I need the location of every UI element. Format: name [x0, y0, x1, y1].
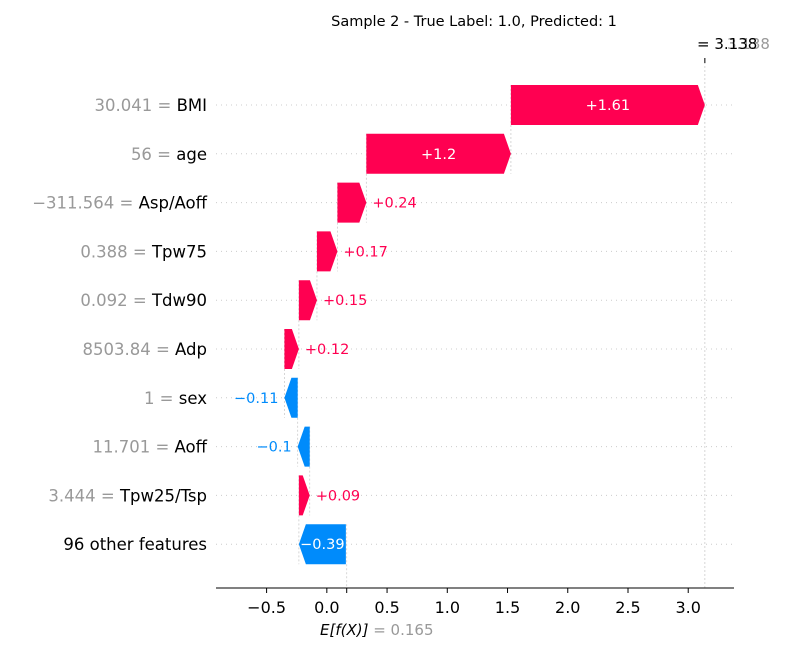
feature-name: sex [179, 389, 207, 408]
feature-name: Tpw75 [151, 242, 207, 261]
feature-label: 3.444 = Tpw25/Tsp [48, 486, 207, 505]
feature-name: Aoff [175, 438, 208, 457]
negative-bar [284, 377, 298, 418]
feature-label: 30.041 = BMI [95, 96, 207, 115]
x-tick-label: 1.0 [435, 598, 460, 617]
contribution-bars [284, 85, 705, 565]
feature-value: 1 = [144, 389, 179, 408]
contribution-label: +1.2 [421, 147, 456, 163]
contribution-label: +1.61 [586, 98, 630, 114]
feature-name: 96 other features [63, 535, 207, 554]
positive-bar [298, 475, 310, 516]
feature-label: 0.092 = Tdw90 [80, 291, 207, 310]
base-value-label: E[f(X)] = 0.165 [320, 621, 434, 639]
contribution-label: +0.17 [343, 244, 387, 260]
feature-label: 0.388 = Tpw75 [80, 242, 207, 261]
positive-bar [337, 182, 367, 223]
x-tick-label: 1.5 [495, 598, 520, 617]
positive-bar [298, 280, 317, 321]
contribution-label: +0.15 [323, 293, 367, 309]
output-value-label: = 3.138 [697, 35, 757, 53]
feature-value: 30.041 = [95, 96, 177, 115]
feature-name: Tdw90 [151, 291, 207, 310]
output-value-gray-label: 3.138 [727, 35, 770, 53]
feature-name: Tpw25/Tsp [119, 486, 207, 505]
base-value-expression: E[f(X)] [320, 621, 369, 639]
contribution-label: +0.12 [305, 342, 349, 358]
feature-name: BMI [177, 96, 207, 115]
x-tick-label: 2.0 [555, 598, 580, 617]
negative-bar [297, 426, 310, 467]
x-tick-label: 0.0 [314, 598, 339, 617]
positive-bar [366, 133, 511, 174]
feature-value: 11.701 = [92, 438, 174, 457]
feature-label: 8503.84 = Adp [83, 340, 208, 359]
feature-label: 1 = sex [144, 389, 207, 408]
feature-labels: +1.61 30.041 = BMI +1.2 56 = age +0.24 −311.5… [32, 96, 630, 554]
contribution-label: −0.39 [300, 537, 344, 553]
contribution-label: −0.1 [256, 440, 291, 456]
feature-value: −311.564 = [32, 194, 138, 213]
x-axis: −0.5 0.0 0.5 1.0 1.5 2.0 2.5 3.0 E[f(X)] = 0.165 [216, 587, 734, 639]
feature-value: 8503.84 = [83, 340, 176, 359]
x-tick-label: −0.5 [247, 598, 286, 617]
feature-name: Asp/Aoff [139, 194, 208, 213]
feature-label: −311.564 = Asp/Aoff [32, 194, 207, 213]
x-tick-label: 2.5 [615, 598, 640, 617]
feature-value: 0.388 = [80, 242, 152, 261]
feature-label: 56 = age [131, 145, 207, 164]
feature-name: age [176, 145, 207, 164]
output-value-marker: 3.138= 3.138 [697, 35, 770, 63]
x-tick-label: 3.0 [675, 598, 700, 617]
positive-bar [284, 329, 299, 369]
contribution-label: +0.09 [316, 488, 360, 504]
base-value-number: = 0.165 [368, 621, 433, 639]
feature-value: 56 = [131, 145, 176, 164]
feature-value: 3.444 = [48, 486, 120, 505]
contribution-label: −0.11 [234, 391, 278, 407]
connector-lines [284, 58, 706, 588]
feature-label: 96 other features [63, 535, 207, 554]
feature-value: 0.092 = [80, 291, 152, 310]
chart-title: Sample 2 - True Label: 1.0, Predicted: 1 [331, 14, 617, 30]
positive-bar [510, 85, 705, 125]
positive-bar [316, 231, 338, 272]
contribution-label: +0.24 [372, 196, 416, 212]
negative-bar [298, 524, 346, 565]
feature-name: Adp [175, 340, 207, 359]
feature-label: 11.701 = Aoff [92, 438, 207, 457]
x-tick-label: 0.5 [374, 598, 399, 617]
